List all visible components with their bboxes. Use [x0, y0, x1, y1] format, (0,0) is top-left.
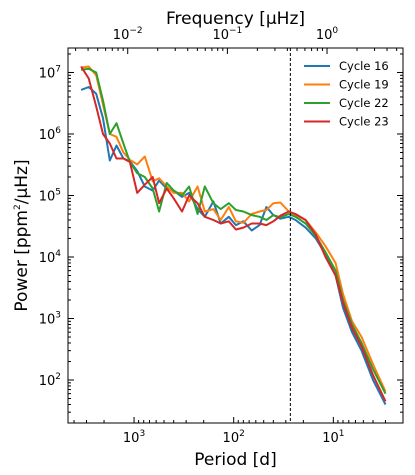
- plot-frame: [67, 47, 404, 424]
- y-tick-label: 107: [39, 64, 61, 81]
- plot-area: 103 102 101 10−2 10−1 100 102 103 104 105 106 107 Cy…: [39, 26, 404, 446]
- top-axis-title: Frequency [μHz]: [166, 9, 305, 29]
- top-tick-label: 10−2: [113, 26, 143, 43]
- top-tick-label: 10−1: [212, 26, 242, 43]
- y-tick-label: 106: [39, 126, 62, 143]
- legend-label-1: Cycle 16: [339, 59, 389, 73]
- y-tick-label: 102: [39, 372, 61, 389]
- top-tick-label: 100: [316, 26, 339, 43]
- legend-label-4: Cycle 23: [339, 115, 389, 129]
- y-tick-label: 105: [39, 187, 61, 204]
- y-axis-title: Power [ppm2/μHz]: [12, 159, 32, 311]
- x-tick-label: 101: [322, 429, 344, 446]
- y-axis-title-tail: /μHz]: [12, 159, 32, 204]
- x-tick-label: 103: [123, 429, 145, 446]
- y-tick-label: 104: [39, 249, 62, 266]
- legend-label-2: Cycle 19: [339, 78, 389, 92]
- series-line-1: [80, 86, 387, 405]
- x-tick-label: 102: [223, 429, 245, 446]
- x-axis-title: Period [d]: [194, 450, 276, 470]
- series-line-2: [80, 65, 387, 392]
- y-axis-title-sup: 2: [13, 204, 23, 210]
- y-axis-title-main: Power [ppm: [12, 210, 32, 312]
- series-line-3: [80, 67, 387, 395]
- legend-label-3: Cycle 22: [339, 96, 389, 110]
- y-tick-label: 103: [39, 311, 61, 328]
- legend: Cycle 16 Cycle 19 Cycle 22 Cycle 23: [304, 59, 389, 129]
- series-line-4: [80, 65, 387, 402]
